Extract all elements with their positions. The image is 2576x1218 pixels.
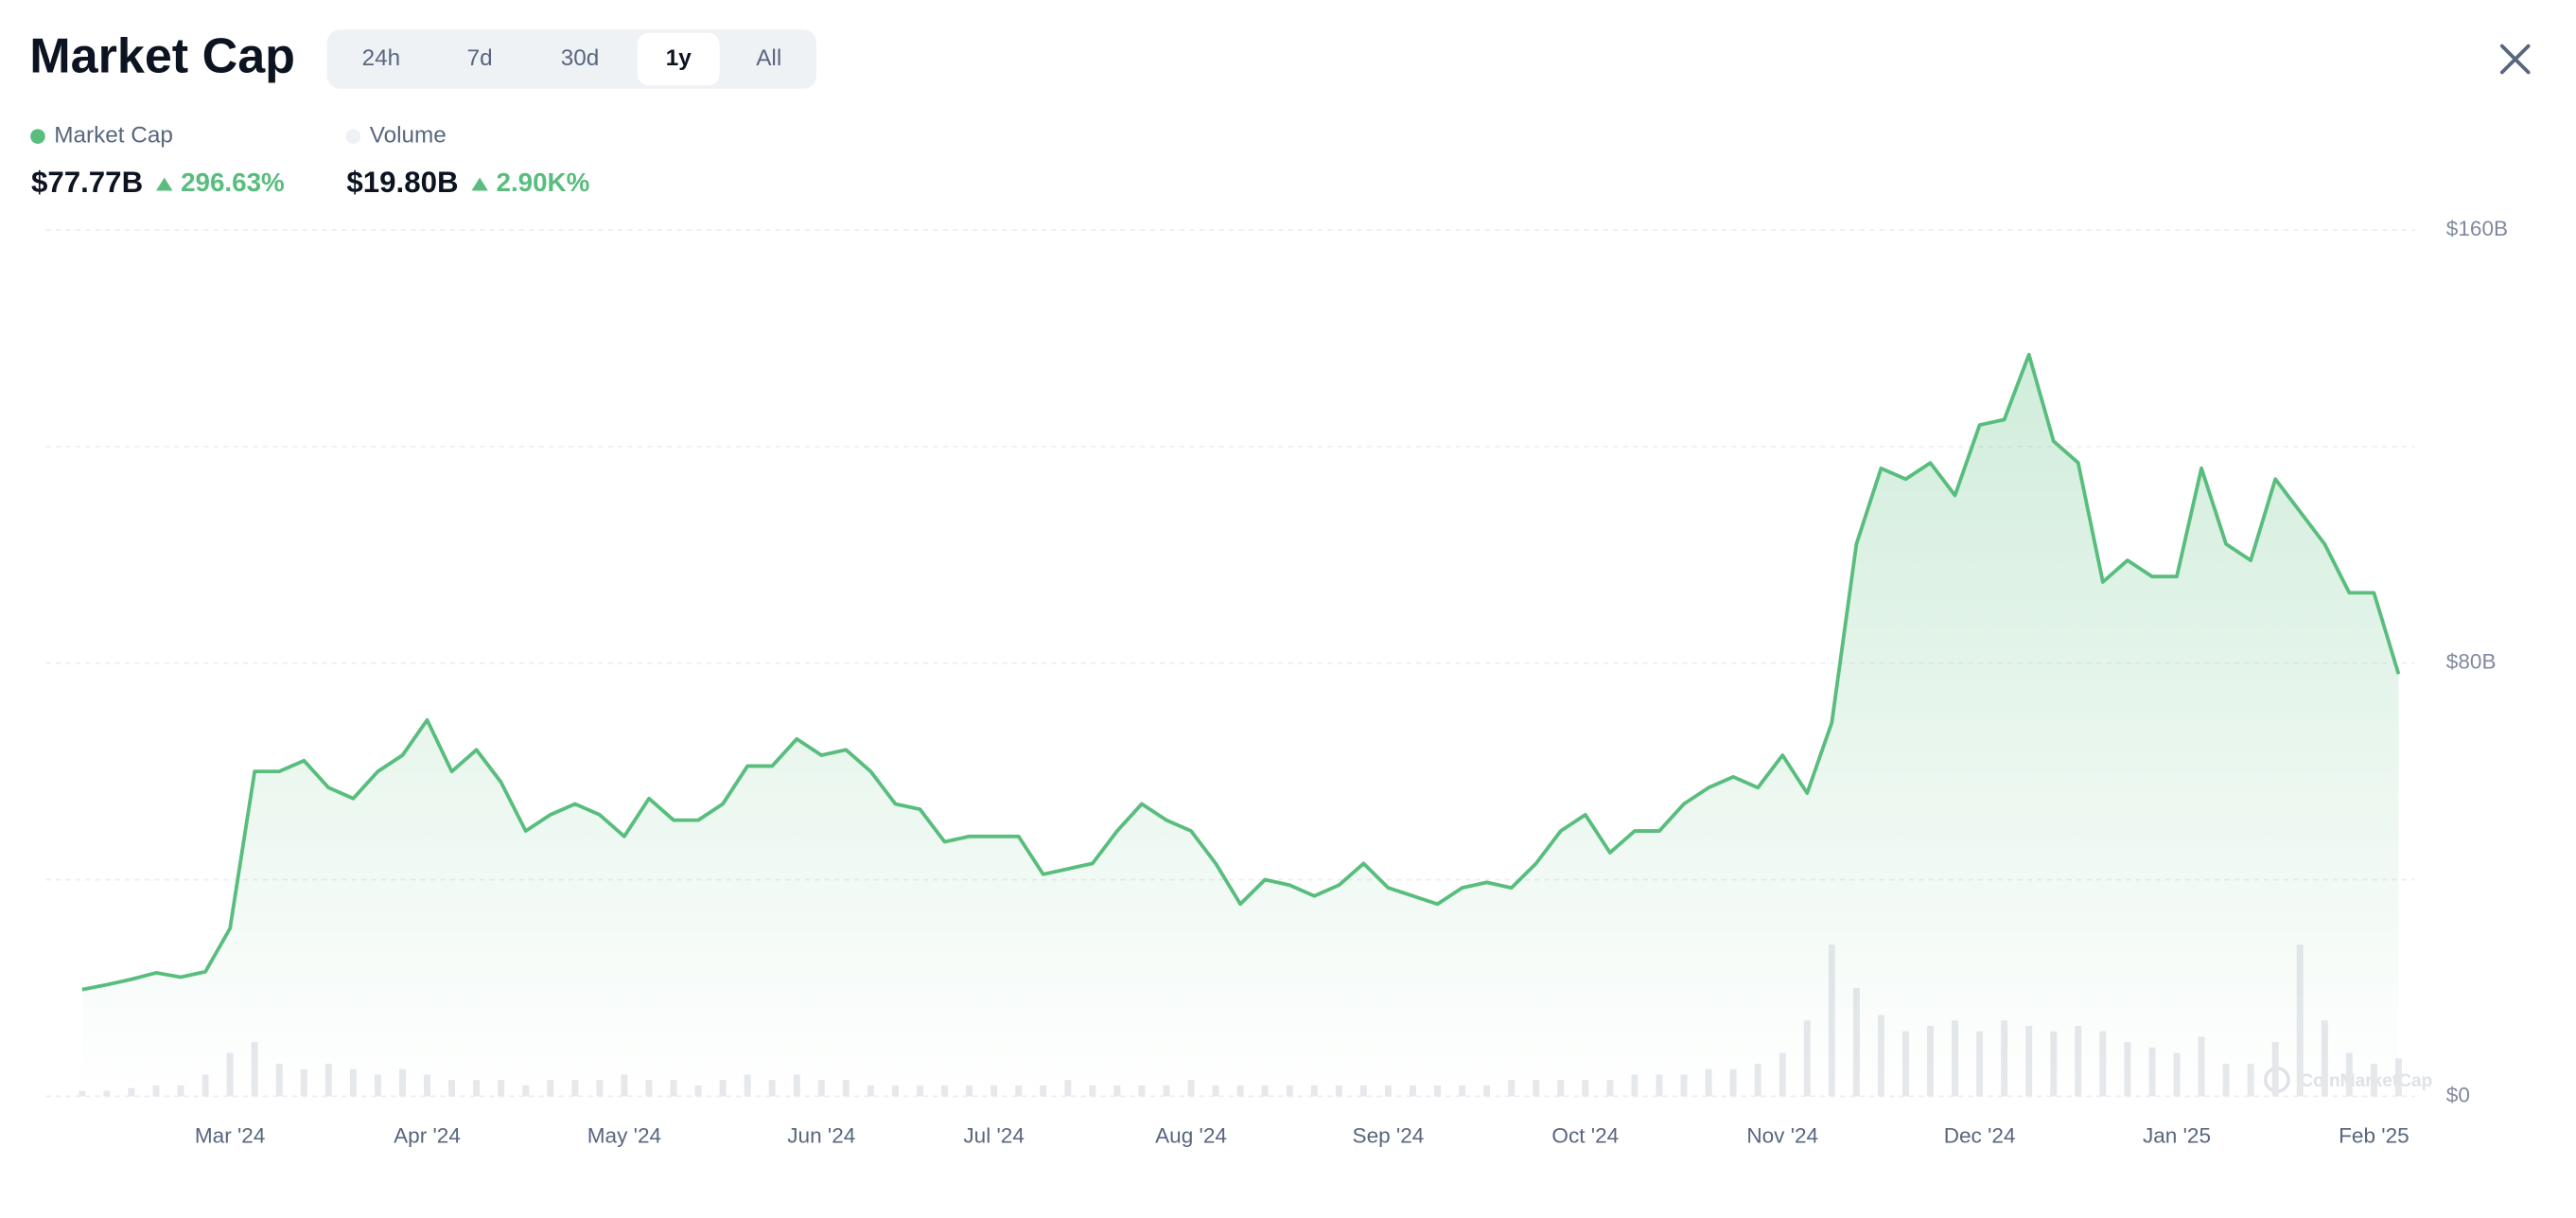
legend-label: Volume: [370, 123, 447, 149]
area-fill: [81, 354, 2399, 1097]
y-tick-label: $80B: [2446, 650, 2497, 674]
y-tick-label: $160B: [2446, 217, 2508, 240]
x-tick-label: May '24: [587, 1124, 661, 1148]
up-arrow: [471, 177, 488, 191]
x-tick-label: Aug '24: [1155, 1124, 1227, 1148]
stat-value: $77.77B: [31, 166, 143, 199]
tab[interactable]: 30d: [561, 45, 600, 71]
x-tick-label: Jul '24: [963, 1124, 1025, 1148]
tab[interactable]: 24h: [362, 45, 401, 71]
x-tick-label: Oct '24: [1551, 1124, 1619, 1148]
tab-active-bg: [637, 32, 720, 86]
stat-change: 296.63%: [181, 168, 285, 197]
market-cap-line: [81, 352, 2401, 992]
x-tick-label: Apr '24: [394, 1124, 461, 1148]
y-tick-label: $0: [2446, 1083, 2470, 1106]
up-arrow: [156, 177, 173, 191]
x-tick-label: Mar '24: [195, 1124, 266, 1148]
volume-bar: [79, 1090, 86, 1097]
x-tick-label: Dec '24: [1944, 1124, 2016, 1148]
tab[interactable]: 1y: [666, 45, 692, 71]
close-button[interactable]: [2499, 44, 2531, 75]
stat-value: $19.80B: [346, 166, 458, 199]
x-tick-label: Jan '25: [2143, 1124, 2211, 1148]
x-tick-label: Nov '24: [1746, 1124, 1818, 1148]
x-tick-label: Sep '24: [1353, 1124, 1425, 1148]
legend-dot: [30, 129, 45, 144]
x-tick-label: Jun '24: [787, 1124, 855, 1148]
tab[interactable]: All: [756, 45, 781, 71]
stat-change: 2.90K%: [497, 168, 590, 197]
x-tick-label: Feb '25: [2339, 1124, 2410, 1148]
legend-label: Market Cap: [54, 123, 173, 149]
tab[interactable]: 7d: [467, 45, 493, 71]
title: Market Cap: [29, 28, 295, 83]
legend-dot: [345, 129, 361, 144]
